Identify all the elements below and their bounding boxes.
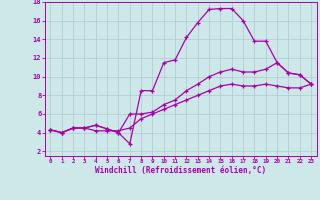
X-axis label: Windchill (Refroidissement éolien,°C): Windchill (Refroidissement éolien,°C): [95, 166, 266, 175]
